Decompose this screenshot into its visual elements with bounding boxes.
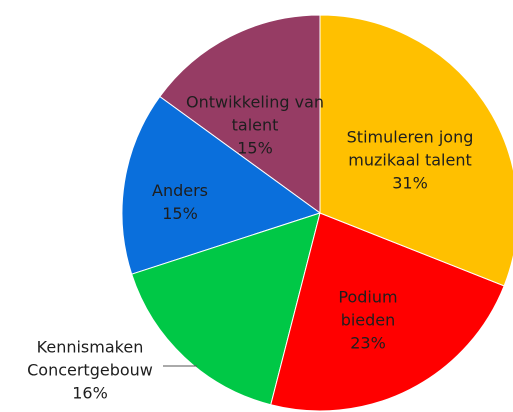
- value-label: 15%: [162, 204, 198, 223]
- category-label: Anders: [152, 181, 208, 200]
- value-label: 23%: [350, 333, 386, 353]
- slice-label: Podium bieden 23%: [313, 286, 423, 355]
- slice-label: Ontwikkeling van talent 15%: [180, 91, 330, 160]
- slice-label: Anders 15%: [135, 179, 225, 225]
- value-label: 31%: [392, 173, 428, 193]
- category-label: Stimuleren jong muzikaal talent: [346, 127, 474, 170]
- value-label: 15%: [237, 138, 273, 158]
- pie-slice: [121, 95, 322, 275]
- slice-label: Kennismaken Concertgebouw 16%: [0, 336, 180, 405]
- category-label: Ontwikkeling van talent: [185, 92, 325, 135]
- category-label: Kennismaken Concertgebouw: [27, 337, 153, 380]
- pie-slice: [131, 212, 321, 406]
- pie-slice: [270, 212, 505, 412]
- slice-label: Stimuleren jong muzikaal talent 31%: [335, 126, 485, 195]
- pie-slice: [319, 14, 513, 287]
- value-label: 16%: [72, 383, 108, 403]
- category-label: Podium bieden: [338, 287, 398, 330]
- pie-slice: [159, 14, 321, 214]
